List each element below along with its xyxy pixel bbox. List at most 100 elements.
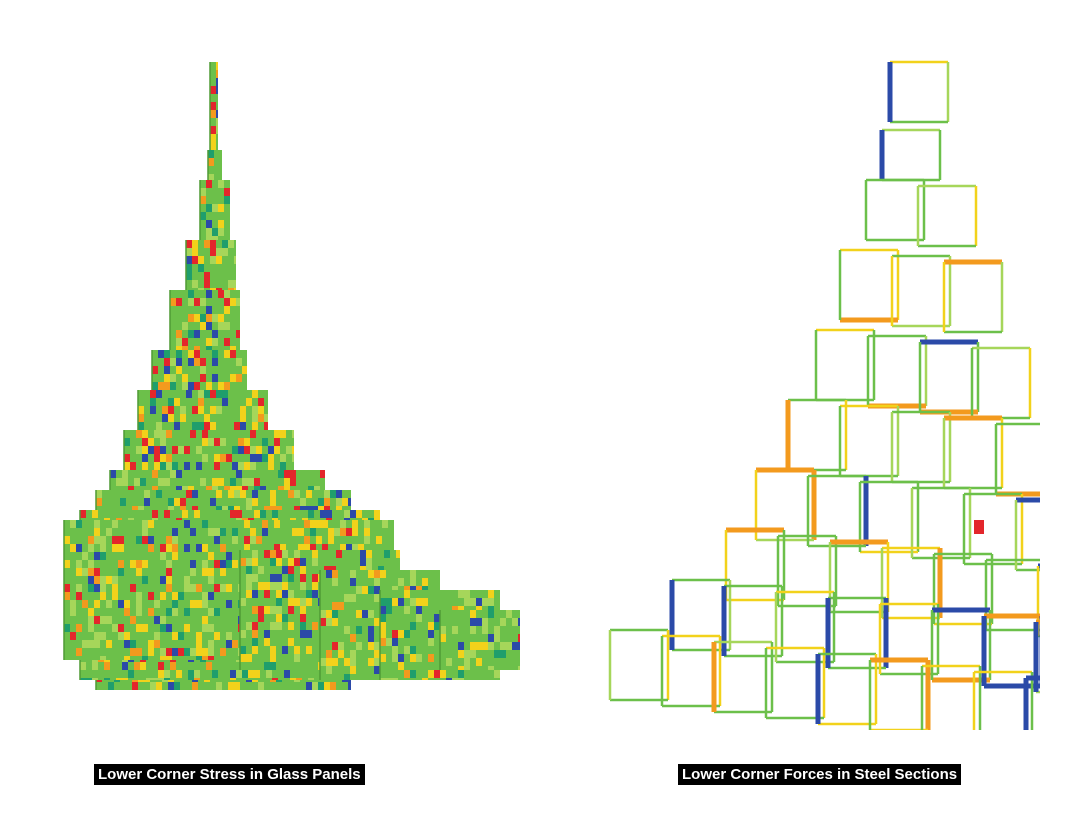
stress-cell xyxy=(216,78,218,86)
stress-cell xyxy=(192,422,198,430)
stress-cell xyxy=(270,582,276,590)
stress-cell xyxy=(362,610,368,618)
stress-cell xyxy=(130,648,136,656)
stress-cell xyxy=(194,338,200,346)
stress-cell xyxy=(162,406,168,414)
stress-cell xyxy=(116,478,122,486)
stress-cell xyxy=(124,632,130,640)
stress-cell xyxy=(428,638,434,646)
stress-cell xyxy=(118,544,124,552)
stress-cell xyxy=(330,550,336,558)
stress-cell xyxy=(306,590,312,598)
stress-cell xyxy=(154,592,160,600)
stress-cell xyxy=(338,578,344,586)
stress-cell xyxy=(230,366,236,374)
stress-cell xyxy=(282,614,288,622)
stress-cell xyxy=(318,558,324,566)
stress-cell xyxy=(88,624,94,632)
stress-cell xyxy=(288,574,294,582)
stress-cell xyxy=(366,550,372,558)
stress-cell xyxy=(434,662,440,670)
stress-cell xyxy=(100,576,106,584)
stress-cell xyxy=(216,126,218,134)
stress-cell xyxy=(240,490,246,498)
stress-cell xyxy=(202,438,208,446)
stress-cell xyxy=(216,264,222,272)
stress-cell xyxy=(110,470,116,478)
stress-cell xyxy=(124,536,130,544)
stress-cell xyxy=(184,624,190,632)
stress-cell xyxy=(280,544,286,552)
stress-cell xyxy=(194,290,200,298)
stress-cell xyxy=(166,648,172,656)
stress-cell xyxy=(220,560,226,568)
stress-cell xyxy=(362,586,368,594)
stress-cell xyxy=(210,86,216,94)
stress-cell xyxy=(154,632,160,640)
stress-cell xyxy=(306,630,312,638)
stress-cell xyxy=(278,470,284,478)
stress-cell xyxy=(386,570,392,578)
stress-cell xyxy=(166,536,172,544)
stress-cell xyxy=(320,618,326,626)
stress-cell xyxy=(210,142,216,150)
stress-cell xyxy=(172,438,178,446)
stress-cell xyxy=(206,180,212,188)
stress-cell xyxy=(70,608,76,616)
stress-cell xyxy=(148,656,154,660)
stress-cell xyxy=(494,634,500,642)
stress-cell xyxy=(144,498,150,506)
stress-cell xyxy=(196,592,202,600)
stress-cell xyxy=(306,614,312,622)
stress-cell xyxy=(258,582,264,590)
stress-cell xyxy=(182,374,188,382)
stress-cell xyxy=(142,430,148,438)
stress-cell xyxy=(326,650,332,658)
stress-cell xyxy=(192,682,198,690)
stress-cell xyxy=(294,490,300,498)
stress-cell xyxy=(270,550,276,558)
stress-cell xyxy=(170,374,176,382)
stress-cell xyxy=(216,62,218,70)
stress-cell xyxy=(146,470,152,478)
stress-cell xyxy=(130,640,136,648)
stress-cell xyxy=(154,520,160,528)
stress-cell xyxy=(118,536,124,544)
stress-cell xyxy=(404,646,410,654)
stress-cell xyxy=(398,598,404,606)
glass-slab xyxy=(439,610,520,670)
stress-cell xyxy=(342,498,348,506)
stress-cell xyxy=(368,602,374,610)
stress-cell xyxy=(206,220,212,228)
stress-cell xyxy=(240,614,246,622)
stress-cell xyxy=(198,390,204,398)
stress-cell xyxy=(176,338,182,346)
stress-cell xyxy=(166,528,172,536)
stress-cell xyxy=(136,648,142,656)
stress-cell xyxy=(392,654,398,662)
stress-cell xyxy=(218,670,224,678)
stress-cell xyxy=(218,204,224,212)
steel-frame xyxy=(825,596,889,670)
stress-cell xyxy=(166,600,172,608)
stress-cell xyxy=(374,658,380,666)
stress-cell xyxy=(210,110,216,118)
stress-cell xyxy=(428,670,434,678)
stress-cell xyxy=(374,578,380,586)
stress-cell xyxy=(220,454,226,462)
stress-cell xyxy=(452,626,458,634)
stress-cell xyxy=(256,520,262,528)
stress-cell xyxy=(118,600,124,608)
stress-cell xyxy=(326,658,332,666)
steel-member-peak xyxy=(974,520,984,534)
stress-cell xyxy=(156,390,162,398)
stress-cell xyxy=(488,590,494,598)
stress-cell xyxy=(166,446,172,454)
stress-cell xyxy=(300,574,306,582)
stress-cell xyxy=(230,374,236,382)
stress-cell xyxy=(304,528,310,536)
stress-cell xyxy=(368,610,374,618)
stress-cell xyxy=(200,358,206,366)
stress-cell xyxy=(196,584,202,592)
stress-cell xyxy=(150,498,156,506)
